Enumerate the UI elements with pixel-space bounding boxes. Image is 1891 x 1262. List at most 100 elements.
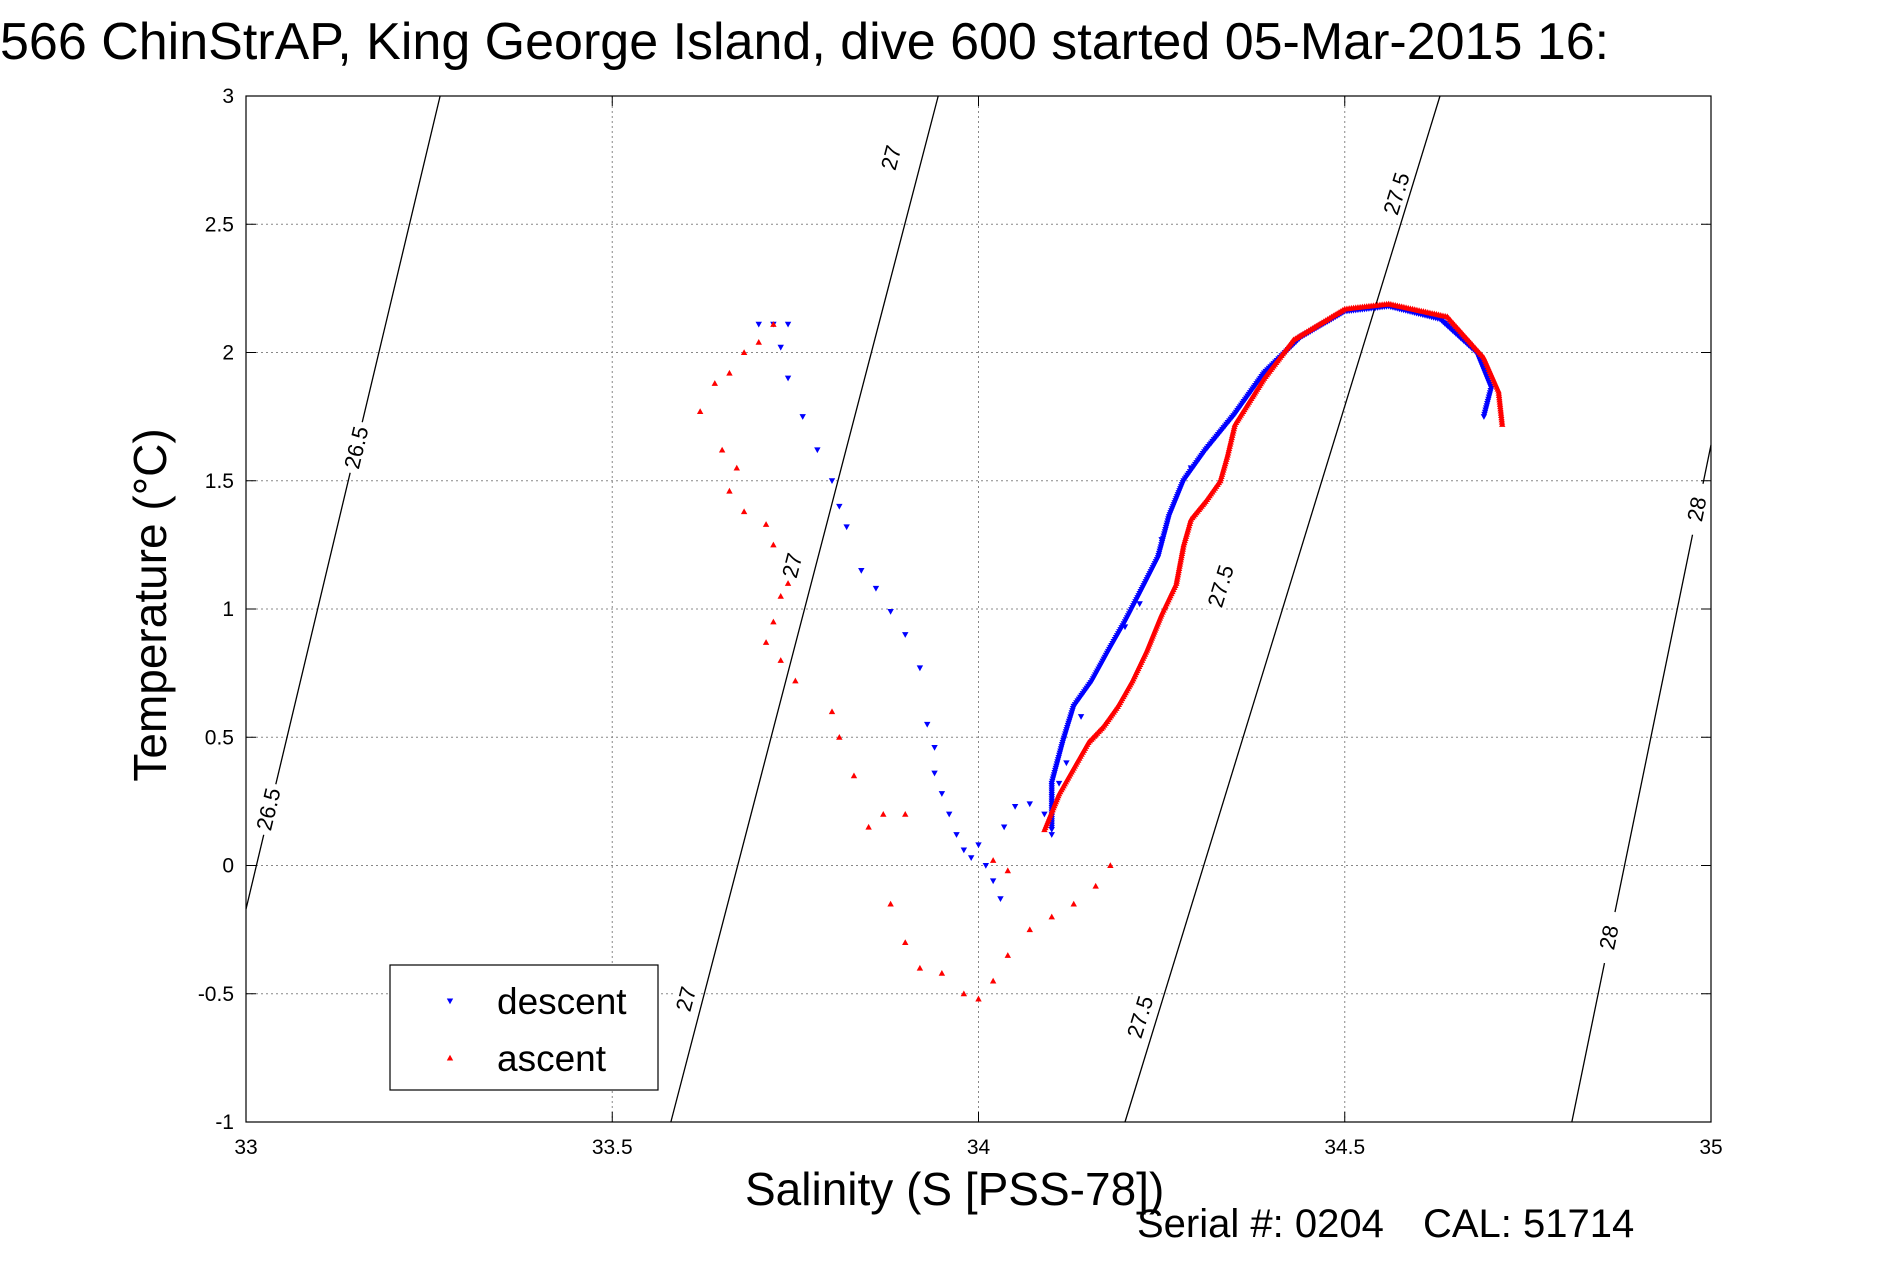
descent-point — [916, 665, 924, 672]
contour-label-bg — [773, 537, 810, 594]
ascent-point — [865, 823, 872, 830]
axes: 33 33.5 34 34.5 35 -1 -0.5 0 0.5 1 1.5 2 2.5 3 — [198, 85, 1723, 1159]
contour-label: 28 — [1682, 495, 1711, 524]
descent-point — [902, 632, 909, 638]
ascent-point — [733, 464, 740, 471]
ascent-point — [726, 487, 733, 494]
ascent-point — [777, 657, 784, 663]
contour-label-bg — [872, 129, 909, 186]
data-points — [696, 300, 1506, 1002]
contour-line — [245, 95, 441, 910]
descent-series — [755, 303, 1495, 903]
ascent-point — [938, 970, 946, 976]
ascent-point — [1092, 882, 1099, 889]
descent-point — [960, 847, 968, 854]
contour-label-bg — [667, 970, 704, 1028]
ascent-point — [740, 349, 748, 356]
ascent-point — [902, 811, 909, 817]
ascent-point — [902, 939, 909, 946]
serial-number: Serial #: 0204 — [1137, 1202, 1384, 1246]
descent-point — [989, 878, 997, 885]
contour-line — [1571, 444, 1712, 1123]
descent-point — [931, 770, 938, 777]
descent-point — [755, 321, 762, 328]
contour-label: 26.5 — [251, 785, 285, 832]
ascent-point — [916, 964, 924, 971]
contour-label: 27.5 — [1202, 562, 1238, 610]
legend: descent ascent — [389, 964, 659, 1091]
ascent-point — [755, 339, 762, 345]
descent-point — [784, 321, 792, 328]
descent-point — [931, 744, 938, 751]
contour-label-bg — [1591, 909, 1626, 966]
contour-label-bg — [250, 780, 286, 838]
ascent-point — [1070, 900, 1077, 907]
calibration-number: CAL: 51714 — [1422, 1202, 1635, 1246]
descent-point — [1121, 624, 1129, 631]
y-tick-label: -1 — [215, 1111, 234, 1134]
legend-marker-ascent — [446, 1054, 454, 1061]
descent-point — [1136, 601, 1143, 608]
legend-box — [389, 964, 659, 1091]
contour-label-bg — [1679, 481, 1714, 537]
contour-label: 26.5 — [339, 424, 373, 471]
descent-point — [982, 862, 990, 869]
descent-point — [1077, 714, 1085, 720]
descent-point — [953, 832, 960, 838]
descent-point — [814, 447, 821, 454]
contour-label: 27 — [671, 984, 701, 1014]
descent-point — [1048, 827, 1055, 833]
descent-point — [1158, 537, 1165, 543]
x-tick-label: 33.5 — [592, 1136, 633, 1159]
ascent-point — [1004, 952, 1011, 958]
x-tick-label: 33 — [234, 1136, 257, 1159]
descent-point — [872, 585, 880, 592]
descent-point — [1187, 465, 1195, 472]
ascent-point — [1004, 867, 1011, 874]
descent-point — [887, 609, 894, 615]
descent-point — [1011, 803, 1019, 810]
ascent-point — [1048, 913, 1055, 920]
descent-point — [1048, 832, 1055, 838]
x-tick-label: 34 — [967, 1136, 991, 1159]
contour-label-bg — [1201, 557, 1240, 615]
legend-marker-descent — [446, 998, 454, 1005]
descent-point — [784, 375, 792, 382]
descent-point — [1055, 780, 1063, 787]
ascent-point — [960, 990, 968, 997]
ascent-point — [887, 900, 894, 907]
ascent-point — [975, 995, 982, 1002]
legend-label-ascent: ascent — [497, 1038, 607, 1079]
ascent-point — [828, 708, 836, 715]
y-tick-label: 1 — [222, 598, 234, 621]
chart-title: 566 ChinStrAP, King George Island, dive … — [0, 13, 1610, 71]
descent-point — [1026, 801, 1033, 808]
descent-point — [967, 855, 975, 862]
ascent-point — [989, 977, 997, 984]
descent-point — [799, 414, 806, 420]
ascent-point — [711, 380, 718, 386]
contour-label-bg — [1376, 165, 1416, 222]
y-tick-label: 3 — [222, 85, 234, 108]
ascent-point — [696, 408, 704, 415]
descent-point — [1041, 811, 1048, 818]
descent-point — [836, 503, 843, 510]
ascent-point — [770, 618, 777, 625]
descent-point — [843, 524, 850, 531]
ascent-point — [762, 639, 770, 645]
descent-point — [1000, 824, 1008, 831]
descent-point — [946, 811, 953, 818]
y-tick-label: 2 — [222, 342, 234, 365]
x-tick-label: 34.5 — [1324, 1136, 1365, 1159]
descent-point — [777, 344, 784, 351]
ascent-point — [777, 592, 784, 599]
ascent-point — [836, 734, 843, 740]
footer-info: Serial #: 0204 CAL: 51714 — [1137, 1202, 1662, 1247]
ascent-point — [850, 772, 858, 779]
y-tick-label: 0.5 — [205, 726, 234, 749]
ascent-point — [1107, 862, 1114, 869]
ascent-point — [726, 369, 733, 376]
contour-label-bg — [1120, 988, 1159, 1046]
descent-point — [997, 896, 1004, 903]
